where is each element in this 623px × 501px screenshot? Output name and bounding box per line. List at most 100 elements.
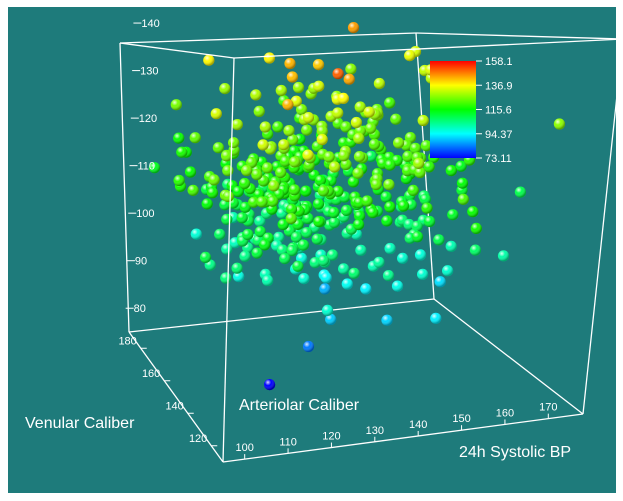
data-point — [239, 250, 251, 262]
data-point — [239, 201, 251, 213]
box-edge — [119, 32, 417, 44]
data-point — [219, 83, 231, 95]
data-point — [417, 114, 429, 127]
data-point — [414, 249, 427, 261]
data-point — [332, 68, 344, 80]
data-point — [325, 313, 337, 325]
data-point — [341, 278, 353, 290]
data-point — [345, 63, 357, 75]
data-point — [350, 116, 362, 129]
data-point — [298, 273, 310, 285]
data-point — [434, 276, 446, 288]
data-point — [259, 121, 271, 133]
data-point — [402, 150, 414, 162]
data-point — [381, 314, 393, 326]
data-point — [285, 213, 297, 225]
bounding-box-front — [119, 38, 616, 463]
data-point — [323, 151, 335, 163]
data-point — [321, 304, 334, 316]
data-point — [221, 243, 233, 255]
z-tick-label: 120 — [139, 113, 157, 125]
data-point — [300, 185, 312, 197]
colorbar-label: 73.11 — [485, 153, 512, 165]
data-point — [340, 121, 352, 133]
data-point — [256, 196, 268, 208]
data-point — [251, 247, 263, 259]
data-point — [353, 151, 366, 163]
data-point — [419, 193, 431, 205]
data-point — [212, 142, 224, 154]
data-point — [352, 167, 364, 179]
data-point — [340, 158, 352, 171]
data-point — [173, 132, 185, 144]
data-point — [497, 250, 510, 262]
box-edge — [222, 57, 235, 463]
data-point — [338, 263, 350, 275]
data-point — [391, 280, 404, 292]
data-point — [317, 185, 329, 197]
data-point — [302, 112, 315, 124]
data-point — [442, 265, 454, 277]
x-tick-label: 160 — [496, 407, 514, 419]
data-point — [421, 202, 433, 214]
data-point — [313, 80, 325, 92]
data-point — [430, 312, 442, 324]
x-tick-label: 150 — [452, 413, 470, 425]
data-point — [259, 239, 271, 251]
data-point — [187, 184, 199, 196]
data-point — [242, 228, 254, 241]
data-point — [292, 81, 305, 94]
data-point — [283, 125, 295, 137]
data-point — [261, 162, 273, 174]
colorbar-label: 94.37 — [485, 129, 513, 141]
data-point — [279, 253, 291, 265]
data-point — [317, 255, 330, 267]
data-point — [467, 206, 479, 218]
data-point — [313, 216, 325, 228]
data-point — [365, 122, 377, 134]
data-point — [514, 186, 526, 198]
data-point — [214, 228, 226, 240]
colorbar-label: 136.9 — [485, 80, 513, 92]
box-edge — [233, 38, 616, 59]
data-point — [203, 54, 215, 66]
data-point — [445, 240, 457, 252]
data-point — [302, 212, 314, 225]
data-point — [360, 283, 372, 295]
data-point — [411, 231, 424, 243]
colorbar — [430, 61, 476, 158]
data-point — [328, 206, 340, 219]
data-point — [326, 249, 339, 261]
scatter-3d-plot[interactable]: 100 110 120 130 140 150 160 170 120 140 160 180 80 90… — [8, 7, 616, 493]
data-point — [319, 283, 331, 295]
z-tick-label: 130 — [140, 66, 158, 78]
data-point — [176, 146, 188, 158]
points-layer — [148, 22, 566, 391]
data-point — [241, 164, 253, 177]
data-point — [311, 233, 323, 245]
data-point — [148, 162, 161, 174]
box-edge — [433, 298, 584, 415]
data-point — [383, 179, 395, 191]
data-point — [470, 222, 482, 234]
data-point — [455, 160, 467, 172]
data-point — [312, 198, 325, 210]
data-point — [275, 167, 287, 179]
data-point — [397, 252, 409, 264]
z-tick-label: 90 — [135, 256, 147, 268]
data-point — [343, 73, 355, 85]
data-point — [170, 99, 182, 111]
data-point — [286, 245, 298, 257]
x-tick-label: 120 — [322, 431, 340, 443]
box-edge — [222, 413, 584, 463]
y-tick-label: 120 — [189, 433, 207, 445]
data-point — [221, 150, 233, 162]
plot-panel: 100 110 120 130 140 150 160 170 120 140 160 180 80 90… — [8, 7, 616, 493]
data-point — [228, 137, 240, 149]
data-point — [367, 207, 379, 219]
data-point — [250, 89, 262, 101]
data-point — [302, 340, 315, 353]
x-axis-title: 24h Systolic BP — [459, 444, 571, 461]
data-point — [365, 150, 377, 162]
data-point — [384, 159, 396, 171]
